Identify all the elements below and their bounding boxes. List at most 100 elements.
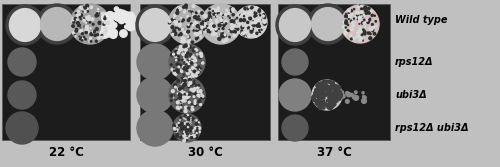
Circle shape: [224, 35, 226, 36]
Circle shape: [75, 13, 76, 14]
Circle shape: [188, 27, 189, 28]
Circle shape: [253, 33, 255, 35]
Circle shape: [358, 6, 359, 7]
Circle shape: [328, 97, 330, 99]
Circle shape: [320, 86, 322, 88]
Circle shape: [178, 66, 180, 68]
Circle shape: [194, 64, 196, 66]
Circle shape: [324, 81, 327, 84]
Circle shape: [184, 115, 186, 116]
Circle shape: [315, 92, 317, 95]
Circle shape: [175, 23, 177, 25]
Circle shape: [330, 104, 332, 107]
Circle shape: [356, 32, 358, 34]
Circle shape: [106, 30, 107, 31]
Circle shape: [170, 64, 172, 65]
Circle shape: [218, 37, 221, 40]
Circle shape: [182, 37, 184, 40]
Circle shape: [85, 39, 86, 40]
Circle shape: [350, 10, 352, 12]
Circle shape: [252, 25, 253, 26]
Circle shape: [224, 34, 226, 37]
Circle shape: [86, 22, 87, 23]
Circle shape: [92, 24, 94, 25]
Circle shape: [182, 85, 183, 86]
Circle shape: [259, 32, 260, 33]
Circle shape: [176, 69, 178, 71]
Circle shape: [188, 121, 189, 122]
Circle shape: [194, 68, 196, 71]
Circle shape: [187, 60, 188, 61]
Ellipse shape: [201, 4, 241, 44]
Circle shape: [320, 96, 322, 99]
Circle shape: [234, 31, 236, 33]
Circle shape: [312, 99, 316, 101]
Circle shape: [110, 31, 117, 38]
Circle shape: [200, 36, 202, 38]
Circle shape: [322, 104, 324, 107]
Circle shape: [176, 106, 179, 109]
Circle shape: [234, 19, 236, 20]
Circle shape: [96, 40, 98, 42]
Circle shape: [78, 13, 80, 16]
Circle shape: [340, 95, 344, 99]
Circle shape: [220, 21, 222, 22]
Circle shape: [314, 98, 316, 101]
Circle shape: [264, 22, 266, 23]
Circle shape: [174, 21, 176, 23]
Circle shape: [348, 15, 350, 17]
Circle shape: [230, 18, 232, 19]
Circle shape: [336, 89, 338, 92]
Circle shape: [330, 104, 334, 108]
Circle shape: [177, 10, 180, 13]
Circle shape: [208, 18, 210, 20]
Circle shape: [90, 22, 91, 23]
Circle shape: [235, 28, 236, 29]
Circle shape: [250, 7, 252, 9]
Circle shape: [252, 21, 254, 22]
Circle shape: [188, 122, 190, 124]
Circle shape: [178, 10, 180, 12]
Circle shape: [86, 25, 88, 28]
Circle shape: [177, 71, 179, 73]
Circle shape: [178, 11, 179, 12]
Circle shape: [262, 14, 265, 17]
Circle shape: [196, 135, 198, 136]
Circle shape: [199, 19, 200, 21]
Circle shape: [186, 96, 188, 99]
Circle shape: [188, 36, 189, 37]
Circle shape: [185, 62, 188, 65]
Circle shape: [192, 91, 194, 93]
Circle shape: [250, 25, 252, 27]
Circle shape: [79, 6, 82, 9]
Circle shape: [240, 32, 244, 35]
Circle shape: [83, 11, 84, 12]
Circle shape: [114, 7, 118, 11]
Circle shape: [230, 10, 232, 12]
Circle shape: [202, 62, 204, 64]
Circle shape: [186, 123, 188, 124]
Circle shape: [360, 8, 362, 10]
Circle shape: [186, 131, 187, 133]
Circle shape: [264, 21, 266, 23]
Circle shape: [318, 98, 321, 101]
Ellipse shape: [169, 77, 205, 113]
Circle shape: [315, 90, 318, 93]
Circle shape: [190, 137, 192, 139]
Circle shape: [184, 101, 186, 102]
Circle shape: [188, 108, 190, 109]
Circle shape: [326, 88, 328, 91]
Circle shape: [223, 24, 225, 27]
Circle shape: [331, 105, 334, 108]
Circle shape: [81, 15, 82, 16]
Circle shape: [174, 20, 176, 21]
Circle shape: [343, 21, 345, 23]
Circle shape: [103, 23, 105, 25]
Circle shape: [348, 18, 349, 19]
Circle shape: [362, 34, 363, 36]
Circle shape: [84, 10, 85, 12]
Circle shape: [114, 13, 121, 19]
Circle shape: [369, 27, 372, 30]
Circle shape: [188, 69, 190, 71]
Circle shape: [174, 32, 176, 34]
